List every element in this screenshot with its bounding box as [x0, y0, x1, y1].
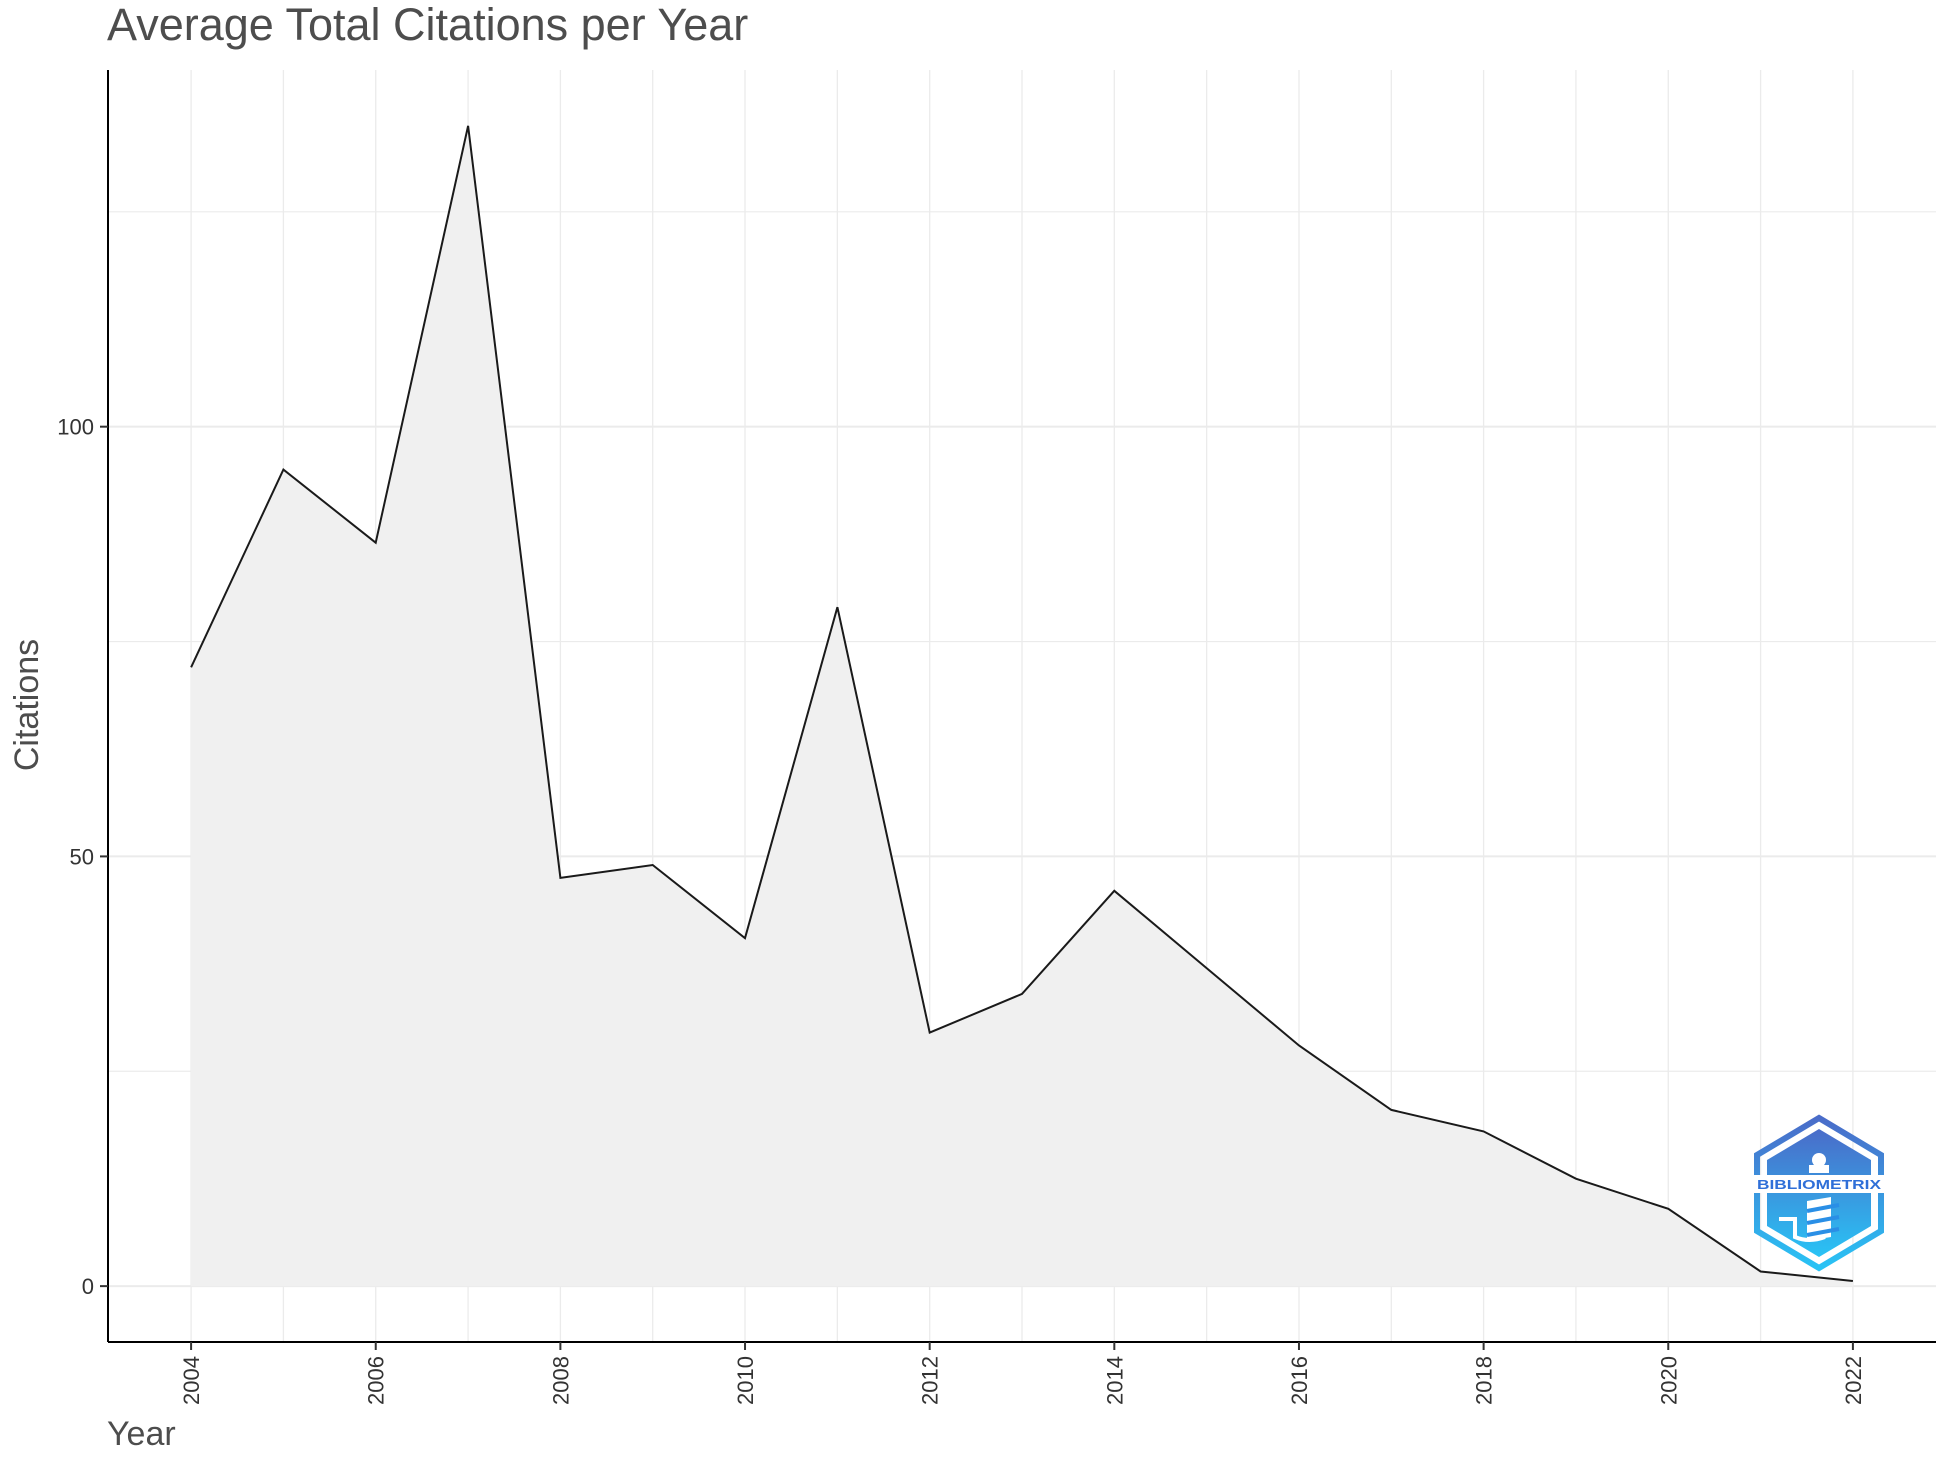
x-tick-label: 2022: [1841, 1356, 1866, 1405]
y-axis-title: Citations: [8, 639, 46, 771]
x-tick-label: 2008: [548, 1356, 573, 1405]
area-fill: [191, 125, 1853, 1287]
ticks: 0 50 100 2004 2006 2008 2010 2012 2014 2016 2018 20…: [57, 415, 1866, 1405]
series-line: [190, 125, 1854, 1282]
chart-title: Average Total Citations per Year: [107, 0, 748, 50]
y-tick-label: 50: [70, 844, 94, 869]
x-tick-label: 2016: [1287, 1356, 1312, 1405]
logo-text: BIBLIOMETRIX: [1757, 1177, 1881, 1192]
x-tick-label: 2006: [364, 1356, 389, 1405]
y-tick-label: 100: [57, 415, 94, 440]
bibliometrix-logo: BIBLIOMETRIX: [1753, 1114, 1885, 1272]
x-tick-label: 2014: [1102, 1356, 1127, 1405]
x-tick-label: 2004: [179, 1356, 204, 1405]
y-tick-label: 0: [82, 1274, 94, 1299]
x-tick-label: 2018: [1472, 1356, 1497, 1405]
x-tick-label: 2010: [733, 1356, 758, 1405]
axes: [107, 70, 1936, 1343]
x-tick-label: 2012: [918, 1356, 943, 1405]
x-tick-label: 2020: [1656, 1356, 1681, 1405]
x-axis-title: Year: [107, 1415, 176, 1453]
